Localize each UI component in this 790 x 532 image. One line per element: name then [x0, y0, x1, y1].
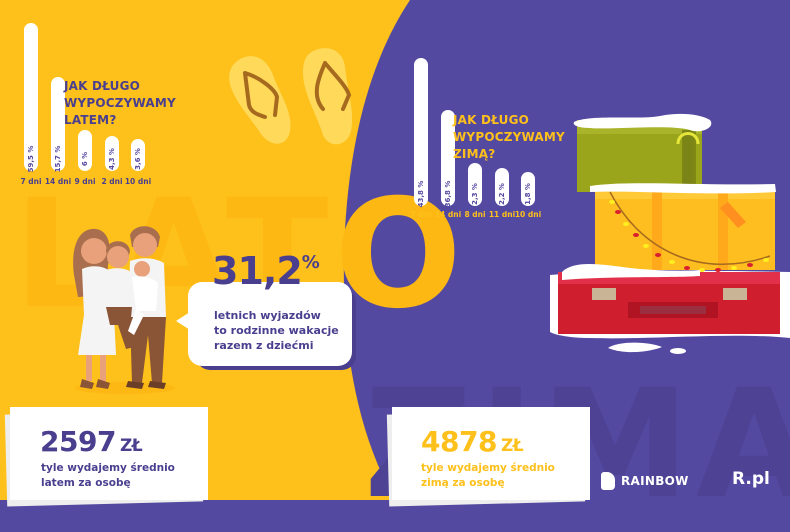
family-illustration-icon — [73, 226, 175, 394]
category-label: 2 dni — [101, 177, 123, 186]
winter-bar: 1,8 % — [521, 172, 535, 206]
summer-spend-description: tyle wydajemy średnio latem za osobę — [41, 462, 175, 489]
rainbow-logo: RAINBOW — [601, 472, 689, 490]
winter-bar: 43,8 % — [414, 58, 428, 208]
stat-bubble — [188, 282, 352, 366]
rainbow-r-icon — [601, 472, 615, 490]
category-label: 8 dni — [464, 210, 486, 219]
luggage-snow-illustration-icon — [550, 113, 790, 354]
family-trip-description: letnich wyjazdów to rodzinne wakacje raz… — [214, 309, 339, 352]
category-label: 7 dni — [20, 177, 42, 186]
winter-spend-card — [392, 407, 590, 500]
bar-value: 2,3 % — [471, 183, 479, 205]
category-label: 14 dni — [434, 210, 462, 219]
rpl-logo: R.pl — [732, 469, 770, 489]
summer-spend-card — [10, 407, 208, 500]
summer-bar: 59,5 % — [24, 23, 38, 173]
summer-chart-title: JAK DŁUGO WYPOCZYWAMY LATEM? — [64, 79, 176, 127]
bar-value: 1,8 % — [524, 183, 532, 205]
category-label: 7 dni — [410, 210, 432, 219]
summer-bar: 15,7 % — [51, 77, 65, 173]
category-label: 10 dni — [514, 210, 542, 219]
bar-value: 3,6 % — [134, 148, 142, 170]
family-trip-percentage: 31,2% — [212, 249, 320, 293]
winter-chart-title: JAK DŁUGO WYPOCZYWAMY ZIMĄ? — [453, 113, 565, 161]
bar-value: 59,5 % — [27, 145, 35, 173]
winter-bar: 2,3 % — [468, 163, 482, 206]
bar-value: 6 % — [81, 151, 89, 167]
winter-spend-description: tyle wydajemy średnio zimą za osobę — [421, 462, 555, 489]
bar-value: 36,8 % — [444, 180, 452, 208]
summer-bar: 6 % — [78, 130, 92, 171]
bar-value: 2,2 % — [498, 183, 506, 205]
winter-spend-amount: 4878 ZŁ — [421, 425, 524, 458]
bar-value: 15,7 % — [54, 145, 62, 173]
category-label: 11 dni — [488, 210, 516, 219]
summer-bar: 3,6 % — [131, 139, 145, 171]
winter-bar: 2,2 % — [495, 168, 509, 206]
category-label: 9 dni — [74, 177, 96, 186]
category-label: 14 dni — [44, 177, 72, 186]
flip-flops-icon — [229, 48, 353, 145]
winter-bar: 36,8 % — [441, 110, 455, 208]
stat-bubble-pointer — [176, 312, 190, 330]
bar-value: 43,8 % — [417, 180, 425, 208]
summer-bar: 4,3 % — [105, 136, 119, 171]
category-label: 10 dni — [124, 177, 152, 186]
summer-spend-amount: 2597 ZŁ — [40, 425, 143, 458]
bar-value: 4,3 % — [108, 148, 116, 170]
